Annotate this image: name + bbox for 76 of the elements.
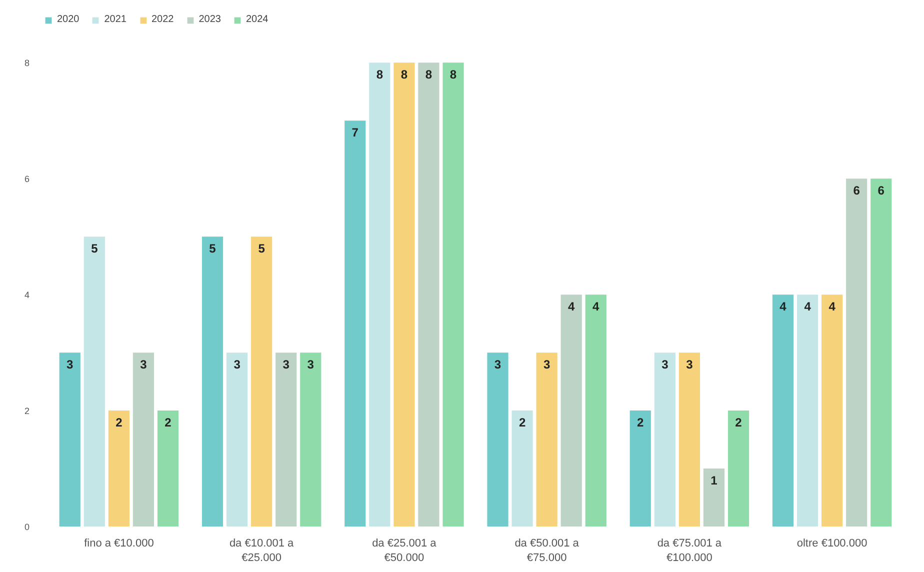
bar	[630, 410, 651, 526]
y-tick-label: 4	[24, 290, 30, 300]
bar	[84, 236, 105, 526]
data-label: 2	[164, 416, 172, 430]
bar	[202, 236, 224, 526]
data-label: 3	[66, 358, 74, 372]
bar	[418, 62, 440, 526]
data-label: 3	[140, 358, 148, 372]
bar	[822, 294, 843, 526]
y-tick-label: 0	[24, 522, 30, 532]
bar	[772, 294, 794, 526]
legend-label: 2024	[246, 14, 268, 25]
data-label: 5	[209, 242, 216, 256]
data-label: 8	[400, 68, 408, 82]
data-label: 1	[710, 473, 718, 488]
data-label: 4	[780, 300, 787, 314]
data-label: 7	[352, 126, 359, 140]
bar	[59, 352, 80, 526]
x-tick-label: da €25.001 a €50.000	[372, 538, 438, 564]
data-label: 2	[116, 416, 123, 430]
bar	[846, 178, 868, 526]
data-label: 3	[494, 358, 502, 372]
data-label: 4	[568, 300, 576, 314]
data-label: 4	[804, 300, 812, 314]
bar	[654, 352, 676, 526]
data-label: 3	[662, 358, 669, 372]
bar	[442, 62, 464, 526]
data-label: 6	[853, 184, 860, 198]
data-label: 2	[518, 416, 526, 430]
x-tick-label: da €50.001 a €75.000	[514, 538, 580, 564]
bar	[728, 410, 750, 526]
data-label: 2	[735, 416, 742, 430]
data-label: 3	[282, 358, 290, 372]
bar	[796, 294, 818, 526]
bar	[394, 62, 415, 526]
bar	[536, 352, 558, 526]
bar	[369, 62, 390, 526]
legend-label: 2023	[198, 14, 221, 25]
bar	[487, 352, 508, 526]
data-label: 5	[91, 242, 98, 256]
bar	[678, 352, 700, 526]
data-label: 8	[376, 68, 384, 82]
bar	[512, 410, 533, 526]
data-label: 3	[686, 358, 694, 372]
data-label: 4	[828, 300, 836, 314]
y-tick-label: 8	[24, 58, 30, 68]
bar	[585, 294, 606, 526]
x-tick-label: da €75.001 a €100.000	[657, 538, 722, 564]
bar	[108, 410, 130, 526]
legend-label: 2020	[57, 14, 80, 25]
data-label: 6	[878, 184, 885, 198]
y-tick-label: 2	[24, 406, 30, 416]
x-tick-label: oltre €100.000	[796, 538, 868, 550]
data-label: 5	[258, 242, 266, 256]
data-label: 4	[592, 300, 600, 314]
data-label: 3	[543, 358, 550, 372]
bar	[344, 120, 366, 526]
data-label: 8	[425, 68, 432, 82]
bar	[870, 178, 892, 526]
data-label: 2	[637, 416, 644, 430]
legend-label: 2021	[104, 14, 126, 25]
bar	[276, 352, 297, 526]
legend-label: 2022	[152, 14, 174, 25]
y-tick-label: 6	[24, 174, 30, 184]
bar	[157, 410, 179, 526]
bar	[703, 468, 725, 526]
x-tick-label: fino a €10.000	[84, 538, 154, 550]
bar	[300, 352, 322, 526]
data-label: 3	[234, 358, 241, 372]
bar	[132, 352, 154, 526]
x-tick-label: da €10.001 a €25.000	[229, 538, 295, 564]
data-label: 3	[307, 358, 314, 372]
data-label: 8	[450, 68, 457, 82]
bar	[251, 236, 272, 526]
bar	[226, 352, 248, 526]
bar	[560, 294, 582, 526]
